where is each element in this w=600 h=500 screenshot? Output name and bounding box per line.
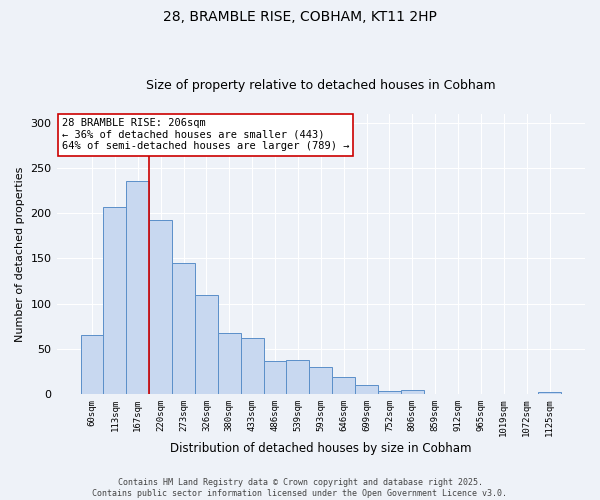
- Bar: [310, 367, 332, 394]
- Bar: [378, 391, 401, 394]
- Bar: [263, 360, 286, 394]
- Bar: [172, 263, 195, 394]
- Bar: [286, 360, 310, 394]
- Bar: [401, 390, 424, 394]
- Text: Contains HM Land Registry data © Crown copyright and database right 2025.
Contai: Contains HM Land Registry data © Crown c…: [92, 478, 508, 498]
- Text: 28 BRAMBLE RISE: 206sqm
← 36% of detached houses are smaller (443)
64% of semi-d: 28 BRAMBLE RISE: 206sqm ← 36% of detache…: [62, 118, 349, 152]
- Bar: [332, 377, 355, 394]
- Bar: [195, 294, 218, 394]
- Bar: [355, 385, 378, 394]
- Bar: [103, 207, 127, 394]
- Bar: [127, 181, 149, 394]
- Bar: [80, 336, 103, 394]
- Bar: [538, 392, 561, 394]
- Bar: [149, 220, 172, 394]
- Bar: [241, 338, 263, 394]
- Bar: [218, 334, 241, 394]
- Text: 28, BRAMBLE RISE, COBHAM, KT11 2HP: 28, BRAMBLE RISE, COBHAM, KT11 2HP: [163, 10, 437, 24]
- Title: Size of property relative to detached houses in Cobham: Size of property relative to detached ho…: [146, 79, 496, 92]
- Y-axis label: Number of detached properties: Number of detached properties: [15, 166, 25, 342]
- X-axis label: Distribution of detached houses by size in Cobham: Distribution of detached houses by size …: [170, 442, 472, 455]
